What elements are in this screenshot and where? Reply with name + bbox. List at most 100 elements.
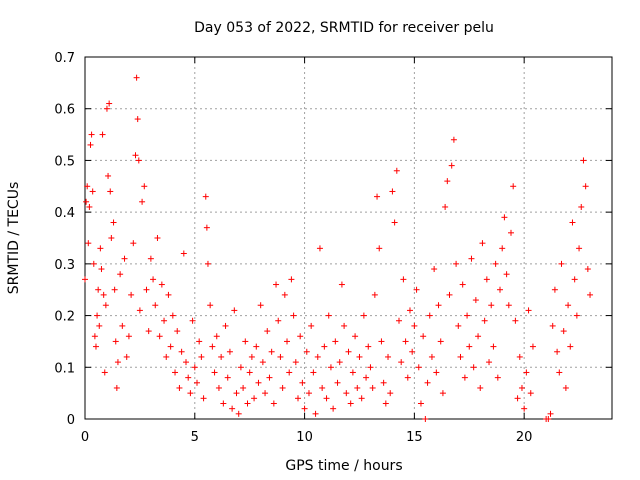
data-point — [290, 312, 297, 319]
data-point — [398, 359, 405, 366]
data-point — [312, 410, 319, 417]
data-point — [580, 157, 587, 164]
data-point — [461, 374, 468, 381]
x-tick-label: 5 — [191, 430, 199, 445]
data-point — [233, 390, 240, 397]
data-point — [198, 353, 205, 360]
data-points — [82, 74, 594, 422]
data-point — [433, 369, 440, 376]
data-point — [133, 74, 140, 81]
data-point — [521, 405, 528, 412]
data-point — [204, 260, 211, 267]
data-point — [527, 390, 534, 397]
data-point — [203, 224, 210, 231]
data-point — [501, 214, 508, 221]
data-point — [549, 322, 556, 329]
data-point — [215, 384, 222, 391]
data-point — [165, 291, 172, 298]
data-point — [85, 240, 92, 247]
data-point — [341, 322, 348, 329]
data-point — [255, 379, 262, 386]
data-point — [301, 405, 308, 412]
data-point — [584, 266, 591, 273]
data-point — [503, 271, 510, 278]
data-point — [554, 348, 561, 355]
data-point — [334, 379, 341, 386]
data-point — [196, 338, 203, 345]
data-point — [345, 348, 352, 355]
data-point — [308, 322, 315, 329]
data-point — [222, 322, 229, 329]
data-point — [98, 266, 105, 273]
data-point — [91, 333, 98, 340]
data-point — [573, 312, 580, 319]
data-point — [330, 405, 337, 412]
data-point — [417, 400, 424, 407]
y-tick-label: 0.3 — [54, 258, 75, 273]
data-point — [545, 416, 552, 422]
data-point — [499, 245, 506, 252]
data-point — [244, 400, 251, 407]
data-point — [167, 343, 174, 350]
data-point — [369, 384, 376, 391]
data-point — [442, 203, 449, 210]
data-point — [106, 100, 113, 107]
data-point — [472, 297, 479, 304]
data-point — [193, 379, 200, 386]
data-point — [224, 374, 231, 381]
data-point — [284, 338, 291, 345]
data-point — [556, 369, 563, 376]
data-point — [240, 384, 247, 391]
data-point — [481, 317, 488, 324]
data-point — [578, 203, 585, 210]
data-point — [294, 395, 301, 402]
data-point — [406, 307, 413, 314]
data-point — [457, 353, 464, 360]
data-point — [479, 240, 486, 247]
data-point — [529, 343, 536, 350]
data-point — [229, 405, 236, 412]
data-point — [288, 276, 295, 283]
data-point — [178, 348, 185, 355]
data-point — [343, 390, 350, 397]
data-point — [113, 384, 120, 391]
x-tick-label: 20 — [516, 430, 533, 445]
data-point — [176, 384, 183, 391]
y-tick-label: 0.5 — [54, 154, 75, 169]
data-point — [492, 260, 499, 267]
data-point — [349, 369, 356, 376]
data-point — [415, 364, 422, 371]
data-point — [310, 369, 317, 376]
data-point — [299, 379, 306, 386]
data-point — [218, 353, 225, 360]
plot-area-frame — [84, 56, 613, 420]
data-point — [464, 312, 471, 319]
data-point — [102, 302, 109, 309]
data-point — [325, 312, 332, 319]
data-point — [305, 390, 312, 397]
data-point — [90, 260, 97, 267]
chart-title: Day 053 of 2022, SRMTID for receiver pel… — [194, 20, 494, 36]
data-point — [435, 302, 442, 309]
data-point — [477, 384, 484, 391]
data-point — [121, 255, 128, 262]
data-point — [231, 307, 238, 314]
data-point — [336, 359, 343, 366]
data-point — [428, 353, 435, 360]
data-point — [314, 353, 321, 360]
data-point — [358, 395, 365, 402]
data-point — [316, 245, 323, 252]
data-point — [107, 188, 114, 195]
data-point — [135, 157, 142, 164]
data-point — [86, 203, 93, 210]
data-point — [156, 333, 163, 340]
data-point — [123, 353, 130, 360]
data-point — [84, 183, 91, 190]
data-point — [514, 395, 521, 402]
data-point — [172, 369, 179, 376]
x-axis-title: GPS time / hours — [285, 458, 402, 474]
data-point — [185, 374, 192, 381]
data-point — [105, 172, 112, 179]
data-point — [145, 328, 152, 335]
data-point — [92, 343, 99, 350]
